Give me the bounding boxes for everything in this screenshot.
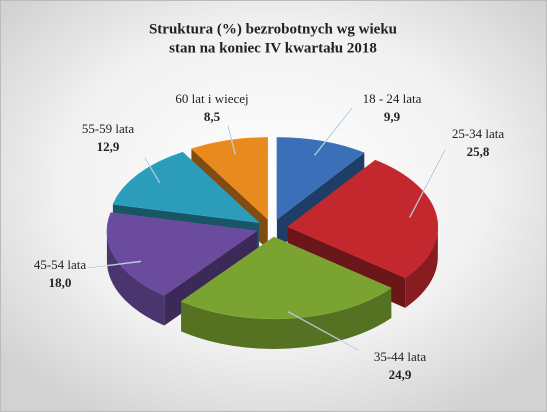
leader-line — [287, 311, 359, 351]
leader-line — [144, 157, 161, 184]
leader-line — [409, 149, 446, 218]
category-label: 25-34 lata — [452, 126, 505, 141]
value-label: 8,5 — [204, 109, 221, 124]
slice — [180, 236, 392, 320]
slice-wall — [181, 288, 392, 349]
slice — [190, 137, 269, 220]
category-label: 18 - 24 lata — [363, 91, 422, 106]
category-label: 45-54 lata — [34, 257, 87, 272]
leader-line — [314, 107, 353, 156]
slice-wall — [106, 230, 165, 326]
chart-title: Struktura (%) bezrobotnych wg wieku — [149, 21, 397, 37]
value-label: 25,8 — [467, 144, 490, 159]
category-label: 35-44 lata — [374, 349, 427, 364]
leader-line — [227, 125, 236, 155]
value-label: 24,9 — [389, 367, 412, 382]
slice — [287, 159, 439, 279]
value-label: 18,0 — [49, 275, 72, 290]
leader-line — [87, 261, 141, 269]
category-label: 55-59 lata — [82, 121, 135, 136]
slice — [276, 137, 365, 220]
slice-wall — [405, 226, 438, 308]
slice — [106, 212, 258, 296]
chart-subtitle: stan na koniec IV kwartału 2018 — [169, 40, 377, 56]
value-label: 9,9 — [384, 109, 401, 124]
value-label: 12,9 — [97, 139, 120, 154]
slice — [112, 151, 260, 224]
category-label: 60 lat i wiecej — [175, 91, 248, 106]
